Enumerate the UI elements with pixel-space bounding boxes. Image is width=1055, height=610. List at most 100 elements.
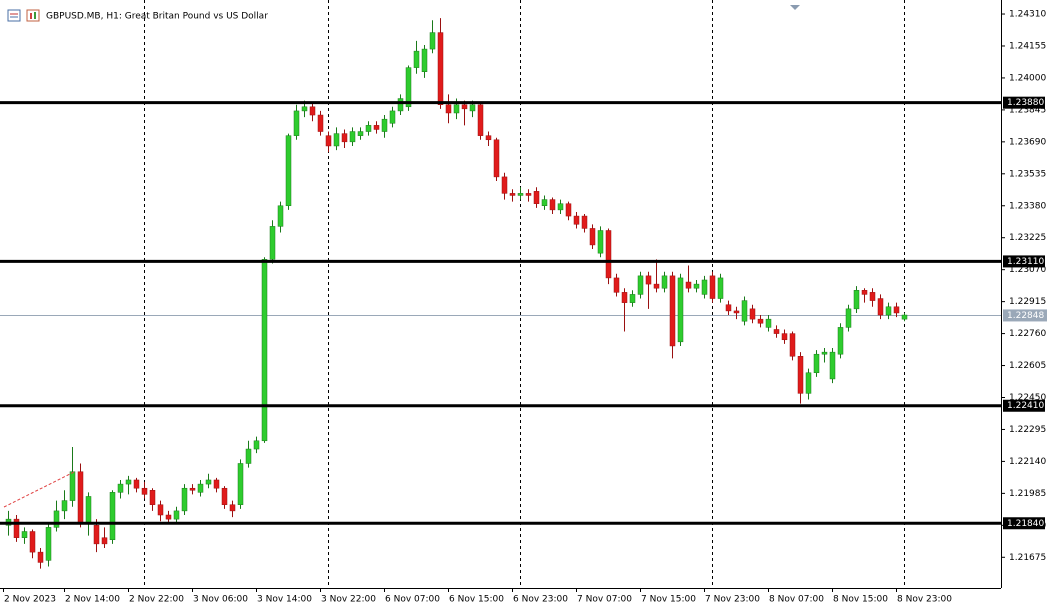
candle-body — [661, 275, 668, 289]
candle-body — [509, 193, 516, 196]
candle-body — [13, 518, 20, 538]
candle-body — [797, 356, 804, 394]
axes: 1.24310 1.24155 1.24000 1.23845 1.23690 1.235… — [3, 10, 1047, 605]
x-tick-label: 6 Nov 15:00 — [449, 595, 504, 605]
candle-body — [709, 275, 716, 299]
title-icons — [7, 9, 40, 22]
y-tick-label: 1.23225 — [1009, 233, 1046, 243]
candle-body — [549, 199, 556, 211]
level-label: 1.21840 — [1007, 519, 1044, 529]
candle-body — [301, 106, 308, 112]
candle-body — [61, 500, 68, 512]
x-tick-label: 2 Nov 2023 — [4, 595, 56, 605]
icon — [7, 9, 21, 22]
candle-body — [229, 504, 236, 512]
candle-body — [261, 259, 268, 442]
candle-body — [165, 514, 172, 520]
candle-body — [789, 333, 796, 357]
y-tick-label: 1.22295 — [1009, 425, 1046, 435]
candle-body — [53, 510, 60, 528]
y-tick-label: 1.21675 — [1009, 553, 1046, 563]
candle-body — [861, 290, 868, 295]
candle-body — [597, 230, 604, 254]
candle-body — [581, 215, 588, 229]
candle-body — [589, 228, 596, 246]
candle-body — [845, 308, 852, 328]
candle-body — [621, 292, 628, 303]
candle-body — [45, 527, 52, 561]
x-tick-label: 6 Nov 23:00 — [513, 595, 568, 605]
candle-body — [85, 496, 92, 524]
candle-body — [525, 193, 532, 196]
candle-body — [101, 537, 108, 545]
icon-bar — [30, 13, 32, 19]
y-tick-label: 1.23690 — [1009, 137, 1046, 147]
y-tick-label: 1.21985 — [1009, 489, 1046, 499]
candle-body — [813, 353, 820, 374]
candle-body — [725, 304, 732, 312]
candle-body — [573, 215, 580, 225]
candle-body — [805, 372, 812, 394]
y-tick-label: 1.24310 — [1009, 10, 1046, 20]
candle-body — [29, 531, 36, 553]
candle-body — [117, 483, 124, 493]
candle-body — [349, 131, 356, 143]
candle-body — [141, 487, 148, 495]
candle-body — [237, 463, 244, 505]
candle-body — [485, 135, 492, 141]
candle-body — [293, 110, 300, 136]
candle-body — [901, 314, 908, 320]
level-box — [1003, 517, 1045, 530]
level-box — [1003, 96, 1045, 109]
candle-body — [269, 226, 276, 260]
candle-body — [421, 48, 428, 72]
icon-bar — [34, 12, 36, 19]
candle-body — [69, 471, 76, 501]
y-tick-label: 1.22140 — [1009, 457, 1046, 467]
candle-body — [557, 203, 564, 211]
icon — [26, 9, 40, 22]
y-tick-label: 1.23070 — [1009, 265, 1046, 275]
candle-body — [693, 283, 700, 289]
x-tick-label: 8 Nov 15:00 — [833, 595, 888, 605]
level-label: 1.23880 — [1007, 98, 1044, 108]
candle-body — [437, 32, 444, 105]
x-tick-label: 7 Nov 07:00 — [577, 595, 632, 605]
y-tick-label: 1.24155 — [1009, 41, 1046, 51]
candle-body — [325, 135, 332, 147]
candle-body — [685, 281, 692, 289]
x-tick-label: 2 Nov 14:00 — [65, 595, 120, 605]
y-tick-label: 1.24000 — [1009, 73, 1046, 83]
candle-body — [133, 479, 140, 489]
candle-body — [501, 176, 508, 194]
candle-body — [837, 327, 844, 355]
candle-body — [677, 277, 684, 343]
candle-body — [493, 139, 500, 178]
candle-body — [741, 300, 748, 322]
candle-body — [125, 479, 132, 485]
candle-body — [245, 448, 252, 464]
y-tick-label: 1.23535 — [1009, 169, 1046, 179]
candle-body — [221, 487, 228, 505]
candle-body — [389, 110, 396, 124]
level-box — [1003, 255, 1045, 268]
level-label: 1.22410 — [1007, 401, 1044, 411]
candle-body — [453, 104, 460, 114]
candle-body — [381, 118, 388, 132]
candle-body — [197, 483, 204, 493]
candle-body — [653, 283, 660, 289]
candle-body — [565, 203, 572, 217]
candle-body — [357, 131, 364, 136]
candle-body — [93, 525, 100, 545]
x-tick-label: 8 Nov 07:00 — [769, 595, 824, 605]
y-tick-label: 1.22760 — [1009, 329, 1046, 339]
candle-body — [533, 191, 540, 204]
candle-body — [461, 104, 468, 110]
y-tick-label: 1.22450 — [1009, 393, 1046, 403]
candle-body — [645, 275, 652, 285]
x-tick-label: 3 Nov 14:00 — [257, 595, 312, 605]
x-tick-label: 7 Nov 15:00 — [641, 595, 696, 605]
candle-body — [277, 205, 284, 227]
candle-body — [37, 551, 44, 563]
